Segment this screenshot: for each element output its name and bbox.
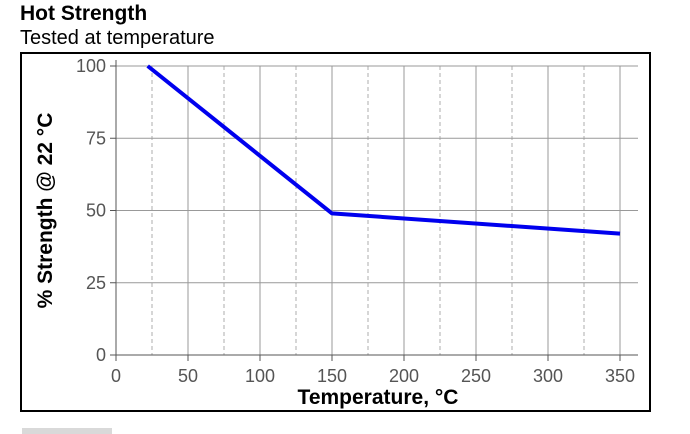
x-axis-title: Temperature, °C	[298, 386, 459, 409]
y-tick-labels: 0 25 50 75 100	[76, 56, 106, 365]
series-group	[146, 64, 621, 236]
y-tick-label-25: 25	[86, 273, 106, 293]
x-tick-labels: 0 50 100 150 200 250 300 350	[111, 366, 635, 386]
x-tick-label-250: 250	[461, 366, 491, 386]
x-minor-gridlines	[151, 66, 585, 355]
chart-subtitle: Tested at temperature	[20, 27, 215, 49]
y-tick-label-100: 100	[76, 56, 106, 76]
x-tick-label-150: 150	[317, 366, 347, 386]
series-line-0	[146, 64, 621, 236]
x-tick-label-350: 350	[605, 366, 635, 386]
y-gridlines	[116, 65, 638, 284]
x-tick-label-100: 100	[245, 366, 275, 386]
next-section-fragment	[22, 428, 112, 434]
x-tick-label-200: 200	[389, 366, 419, 386]
y-axis-title: % Strength @ 22 °C	[34, 113, 57, 309]
chart-title: Hot Strength	[20, 2, 148, 25]
chart-frame	[20, 52, 651, 412]
axes	[110, 60, 638, 361]
x-tick-label-50: 50	[178, 366, 198, 386]
y-tick-label-50: 50	[86, 201, 106, 221]
x-tick-label-0: 0	[111, 366, 121, 386]
x-tick-label-300: 300	[533, 366, 563, 386]
y-tick-label-0: 0	[96, 345, 106, 365]
y-tick-label-75: 75	[86, 128, 106, 148]
